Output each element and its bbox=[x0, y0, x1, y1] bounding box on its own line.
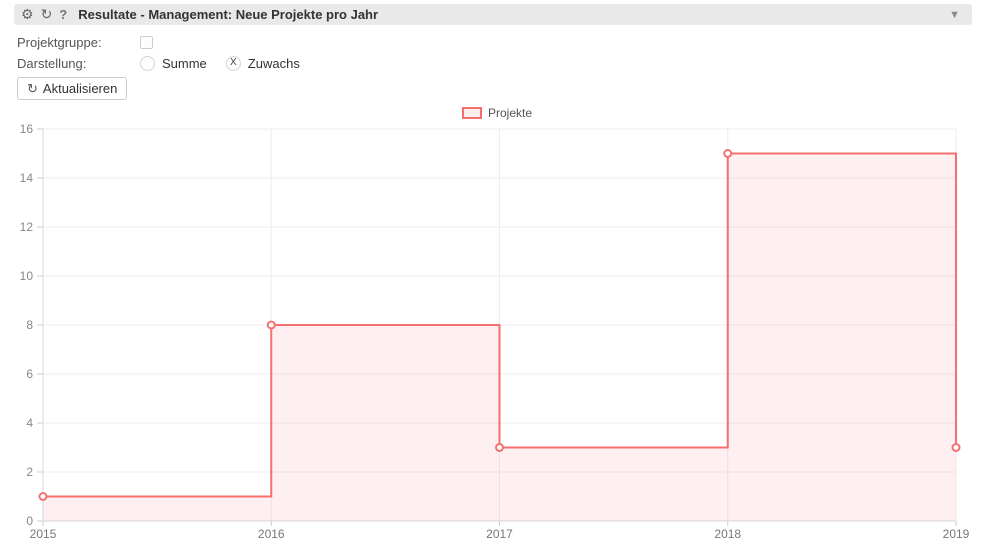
svg-text:0: 0 bbox=[26, 514, 33, 528]
svg-text:10: 10 bbox=[20, 269, 34, 283]
svg-text:2018: 2018 bbox=[714, 527, 741, 541]
svg-text:2019: 2019 bbox=[943, 527, 970, 541]
projektgruppe-checkbox[interactable] bbox=[140, 35, 153, 49]
projektgruppe-row: Projektgruppe: bbox=[17, 34, 153, 50]
radio-group-summe: Summe bbox=[140, 55, 207, 71]
settings-gear-icon[interactable]: ⚙ bbox=[21, 6, 34, 22]
summe-radio[interactable] bbox=[140, 55, 155, 71]
svg-text:14: 14 bbox=[20, 171, 34, 185]
svg-text:2015: 2015 bbox=[30, 527, 57, 541]
svg-text:6: 6 bbox=[26, 367, 33, 381]
radio-group-zuwachs: X Zuwachs bbox=[225, 55, 300, 71]
aktualisieren-button-label: Aktualisieren bbox=[42, 81, 118, 96]
darstellung-row: Darstellung: Summe X Zuwachs bbox=[17, 55, 300, 71]
projektgruppe-label: Projektgruppe: bbox=[17, 34, 102, 50]
svg-text:8: 8 bbox=[26, 318, 33, 332]
aktualisieren-button[interactable]: ↻ Aktualisieren bbox=[17, 77, 128, 100]
darstellung-label: Darstellung: bbox=[17, 55, 87, 71]
refresh-icon: ↻ bbox=[27, 80, 38, 96]
widget-titlebar: ⚙ ↻ ? Resultate - Management: Neue Proje… bbox=[14, 4, 972, 25]
widget-title: Resultate - Management: Neue Projekte pr… bbox=[78, 7, 379, 22]
help-icon[interactable]: ? bbox=[59, 7, 68, 22]
summe-radio-label[interactable]: Summe bbox=[162, 55, 207, 71]
collapse-chevron-icon[interactable]: ▼ bbox=[949, 8, 960, 21]
zuwachs-radio[interactable]: X bbox=[225, 55, 241, 71]
svg-text:2: 2 bbox=[26, 465, 33, 479]
svg-text:12: 12 bbox=[20, 220, 34, 234]
refresh-icon[interactable]: ↻ bbox=[40, 6, 53, 22]
svg-text:2016: 2016 bbox=[258, 527, 285, 541]
svg-text:4: 4 bbox=[26, 416, 33, 430]
svg-text:16: 16 bbox=[20, 122, 34, 136]
svg-text:2017: 2017 bbox=[486, 527, 513, 541]
zuwachs-radio-label[interactable]: Zuwachs bbox=[247, 55, 300, 71]
